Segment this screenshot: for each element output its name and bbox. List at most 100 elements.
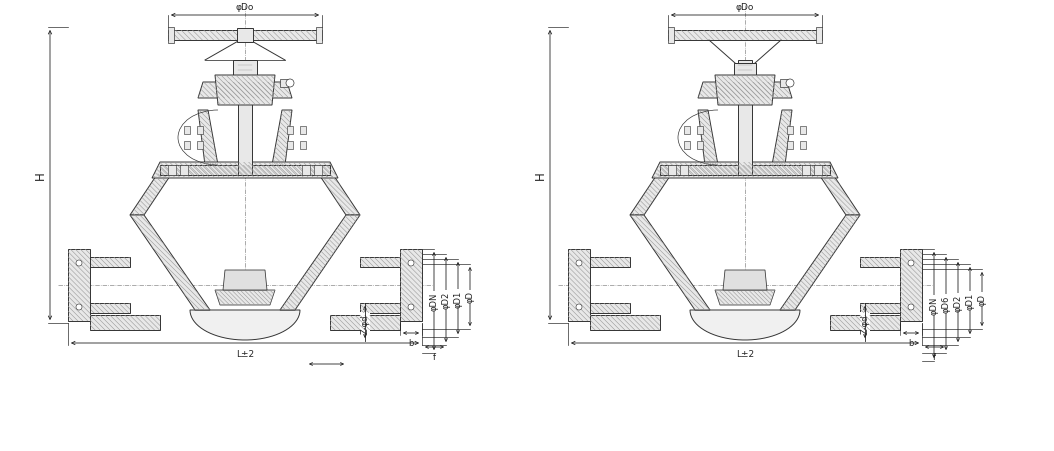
Polygon shape	[630, 170, 674, 216]
Bar	[814, 166, 822, 175]
Text: φD6: φD6	[941, 295, 951, 313]
Polygon shape	[652, 163, 838, 179]
Text: φD1: φD1	[965, 292, 975, 309]
Polygon shape	[152, 163, 338, 179]
Polygon shape	[860, 304, 900, 313]
Polygon shape	[280, 216, 360, 310]
Bar	[184, 142, 190, 150]
Polygon shape	[160, 166, 330, 175]
Polygon shape	[130, 170, 174, 216]
Polygon shape	[130, 170, 174, 216]
Bar	[300, 142, 306, 150]
Polygon shape	[816, 170, 860, 216]
Polygon shape	[660, 166, 829, 175]
Bar	[233, 61, 257, 81]
Polygon shape	[568, 249, 590, 321]
Polygon shape	[198, 111, 218, 166]
Circle shape	[76, 260, 82, 267]
Bar	[237, 29, 253, 43]
Polygon shape	[668, 31, 822, 41]
Polygon shape	[900, 249, 922, 321]
Text: Z-φd: Z-φd	[360, 313, 370, 333]
Bar	[787, 142, 793, 150]
Text: φD1: φD1	[453, 290, 463, 307]
Text: φD2: φD2	[954, 294, 962, 311]
Circle shape	[575, 260, 582, 267]
Polygon shape	[590, 304, 630, 313]
Text: φDN: φDN	[930, 296, 938, 314]
Bar	[816, 28, 822, 44]
Polygon shape	[772, 111, 792, 166]
Bar	[668, 166, 676, 175]
Text: b: b	[909, 338, 914, 347]
Polygon shape	[330, 315, 401, 330]
Polygon shape	[900, 249, 922, 321]
Polygon shape	[360, 258, 401, 267]
Polygon shape	[152, 163, 338, 179]
Polygon shape	[360, 304, 401, 313]
Polygon shape	[401, 249, 422, 321]
Polygon shape	[330, 315, 401, 330]
Polygon shape	[590, 258, 630, 267]
Bar	[780, 80, 788, 88]
Polygon shape	[69, 249, 90, 321]
Polygon shape	[130, 216, 210, 310]
Text: φD2: φD2	[442, 291, 450, 308]
Bar	[800, 127, 806, 135]
Polygon shape	[829, 315, 900, 330]
Polygon shape	[780, 216, 860, 310]
Bar	[684, 142, 690, 150]
Polygon shape	[198, 83, 292, 99]
Polygon shape	[690, 310, 800, 340]
Polygon shape	[272, 111, 292, 166]
Text: Z-φd: Z-φd	[860, 313, 870, 333]
Polygon shape	[90, 258, 130, 267]
Polygon shape	[69, 249, 90, 321]
Bar	[168, 28, 174, 44]
Polygon shape	[590, 315, 660, 330]
Polygon shape	[816, 170, 860, 216]
Circle shape	[408, 260, 414, 267]
Circle shape	[408, 304, 414, 310]
Bar	[180, 166, 188, 175]
Circle shape	[575, 304, 582, 310]
Bar	[184, 127, 190, 135]
Polygon shape	[590, 304, 630, 313]
Polygon shape	[168, 31, 323, 41]
Bar	[316, 28, 323, 44]
Polygon shape	[715, 76, 775, 106]
Polygon shape	[590, 315, 660, 330]
Polygon shape	[715, 76, 775, 106]
Polygon shape	[780, 216, 860, 310]
Polygon shape	[860, 258, 900, 267]
Polygon shape	[215, 76, 275, 106]
Bar	[302, 166, 310, 175]
Polygon shape	[316, 170, 360, 216]
Polygon shape	[590, 258, 630, 267]
Polygon shape	[360, 258, 401, 267]
Polygon shape	[668, 31, 822, 41]
Text: φDo: φDo	[236, 3, 254, 12]
Bar	[668, 28, 674, 44]
Polygon shape	[223, 271, 267, 290]
Polygon shape	[198, 111, 218, 166]
Bar	[197, 127, 203, 135]
Circle shape	[907, 304, 914, 310]
Text: φDN: φDN	[429, 292, 438, 310]
Polygon shape	[698, 83, 792, 99]
Circle shape	[786, 80, 794, 88]
Bar	[697, 127, 703, 135]
Polygon shape	[772, 111, 792, 166]
Bar	[800, 142, 806, 150]
Bar	[280, 80, 288, 88]
Bar	[300, 127, 306, 135]
Polygon shape	[630, 216, 710, 310]
Polygon shape	[630, 170, 674, 216]
Bar	[197, 142, 203, 150]
Polygon shape	[698, 83, 792, 99]
Bar	[168, 166, 176, 175]
Circle shape	[76, 304, 82, 310]
Polygon shape	[660, 166, 829, 175]
Polygon shape	[90, 315, 160, 330]
Polygon shape	[90, 315, 160, 330]
